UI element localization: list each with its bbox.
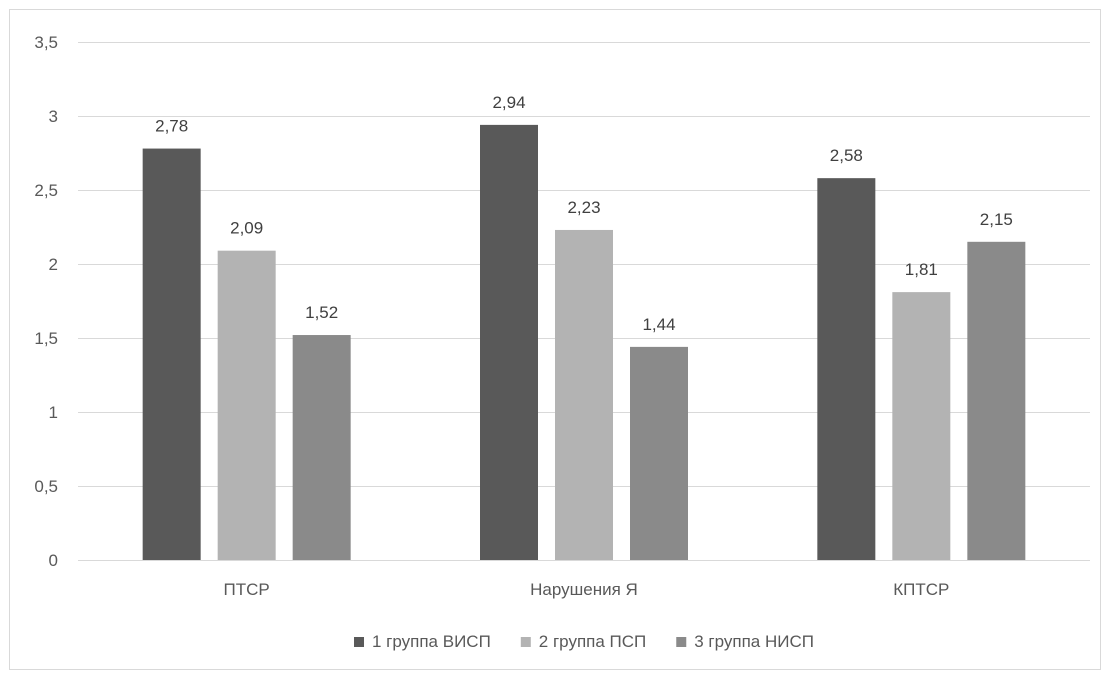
data-label: 1,81 xyxy=(905,260,938,279)
bar xyxy=(555,229,613,560)
y-tick-label: 3,5 xyxy=(34,33,58,52)
legend-item: 3 группа НИСП xyxy=(676,632,814,651)
data-label: 1,44 xyxy=(642,315,675,334)
bar xyxy=(142,148,201,560)
data-label: 2,94 xyxy=(492,93,525,112)
legend-label: 2 группа ПСП xyxy=(539,632,646,651)
y-tick-label: 1,5 xyxy=(34,329,58,348)
y-tick-label: 2 xyxy=(49,255,58,274)
bar xyxy=(480,124,538,560)
data-label: 1,52 xyxy=(305,303,338,322)
x-category-label: Нарушения Я xyxy=(530,580,638,599)
data-label: 2,09 xyxy=(230,219,263,238)
legend-item: 2 группа ПСП xyxy=(520,632,646,651)
y-tick-label: 2,5 xyxy=(34,181,58,200)
x-category-label: ПТСР xyxy=(224,580,270,599)
legend-swatch xyxy=(520,637,531,647)
y-tick-label: 3 xyxy=(49,107,58,126)
data-label: 2,58 xyxy=(830,146,863,165)
x-category-label: КПТСР xyxy=(893,580,949,599)
legend-swatch xyxy=(676,637,687,647)
data-label: 2,23 xyxy=(567,198,600,217)
bar xyxy=(817,178,876,560)
y-tick-label: 1 xyxy=(49,403,58,422)
data-labels: 2,78 2,09 1,52 2,94 2,23 1,44 2,58 1,81 2,15 xyxy=(155,93,1013,334)
bar xyxy=(892,292,951,560)
bar xyxy=(292,335,351,560)
y-tick-label: 0 xyxy=(49,551,58,570)
legend-label: 1 группа ВИСП xyxy=(372,632,491,651)
bar xyxy=(630,346,688,560)
y-axis-tick-labels: 0 0,5 1 1,5 2 2,5 3 3,5 xyxy=(34,33,58,570)
data-label: 2,15 xyxy=(980,210,1013,229)
bar xyxy=(217,250,276,560)
data-label: 2,78 xyxy=(155,117,188,136)
legend: 1 группа ВИСП 2 группа ПСП 3 группа НИСП xyxy=(354,632,814,651)
legend-item: 1 группа ВИСП xyxy=(354,632,491,651)
x-axis-category-labels: ПТСР Нарушения Я КПТСР xyxy=(224,580,950,599)
y-tick-label: 0,5 xyxy=(34,477,58,496)
legend-swatch xyxy=(354,637,365,647)
bars xyxy=(142,124,1026,561)
bar xyxy=(967,241,1026,561)
legend-label: 3 группа НИСП xyxy=(694,632,814,651)
